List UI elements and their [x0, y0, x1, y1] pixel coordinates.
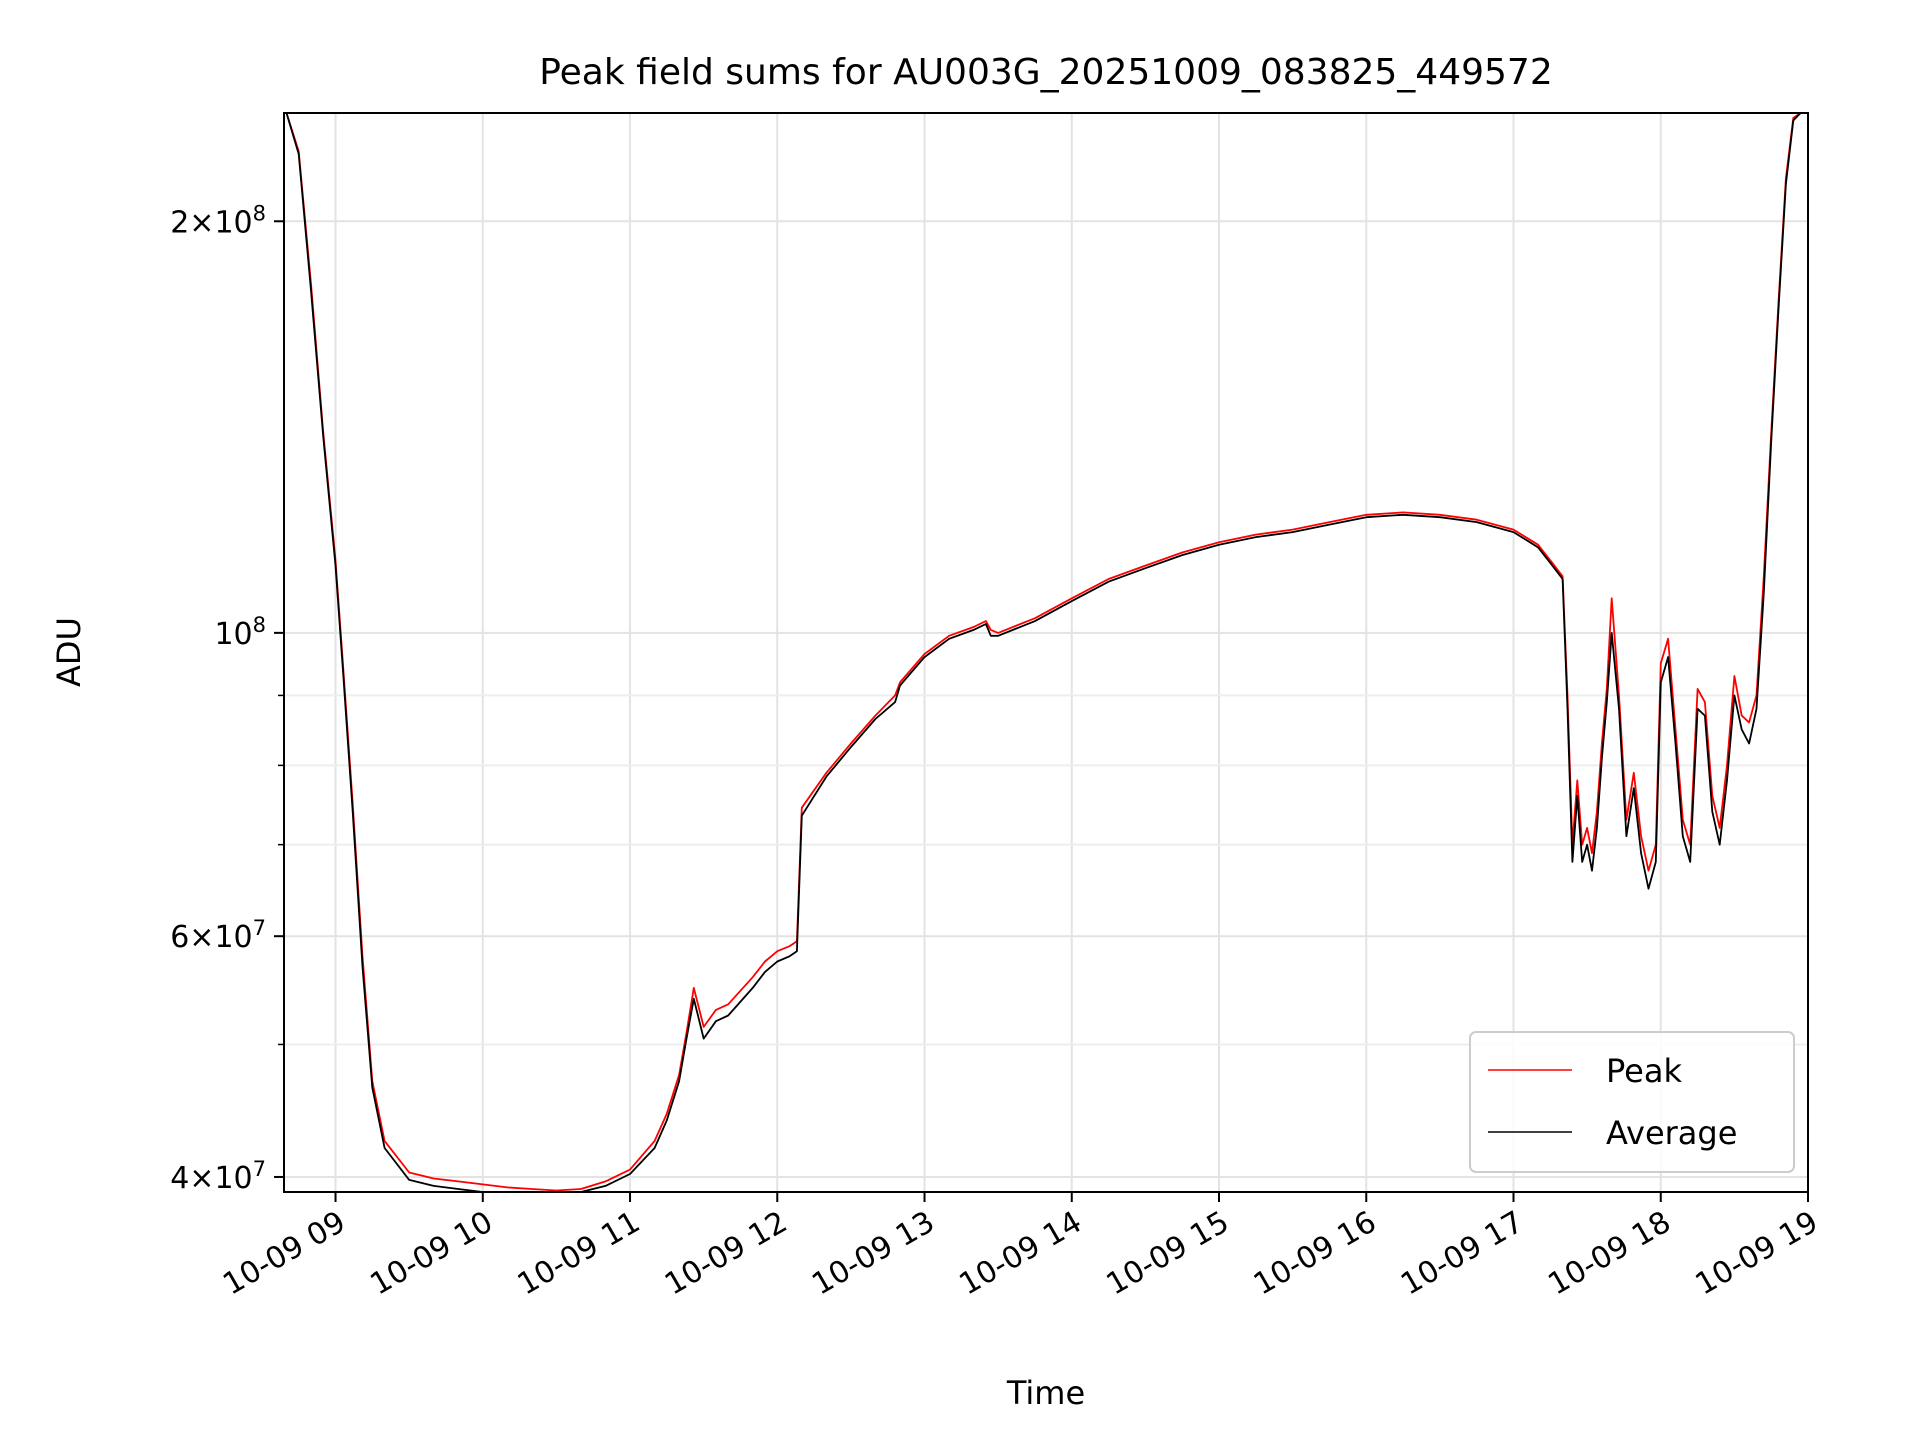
y-tick-label: 108	[214, 613, 266, 652]
y-tick-base: 10	[214, 920, 252, 955]
legend-average-label: Average	[1606, 1114, 1737, 1152]
series-line-peak	[285, 113, 1802, 1192]
y-tick-times: ×	[189, 920, 214, 955]
x-axis-label: Time	[1006, 1374, 1085, 1412]
y-tick-exponent: 7	[253, 1157, 266, 1181]
y-tick-label: 6×107	[170, 916, 266, 955]
y-tick-exponent: 8	[253, 613, 266, 637]
y-tick-times: ×	[189, 205, 214, 240]
y-tick-times: ×	[189, 1161, 214, 1196]
chart-title: Peak field sums for AU003G_20251009_0838…	[539, 52, 1553, 93]
series-layer	[285, 113, 1802, 1192]
y-tick-base: 10	[214, 617, 252, 652]
plot-frame	[283, 112, 1809, 1193]
y-tick-base: 10	[214, 205, 252, 240]
y-tick-label: 4×107	[170, 1157, 266, 1196]
y-tick-base: 10	[214, 1161, 252, 1196]
y-tick-label: 2×108	[170, 201, 266, 240]
legend: Peak Average	[1469, 1031, 1795, 1173]
y-tick-mantissa: 4	[170, 1161, 189, 1196]
y-tick-exponent: 8	[253, 201, 266, 225]
legend-peak-label: Peak	[1606, 1052, 1682, 1090]
y-axis-label: ADU	[50, 617, 88, 687]
legend-box	[1469, 1031, 1795, 1173]
y-tick-mantissa: 2	[170, 205, 189, 240]
y-tick-mantissa: 6	[170, 920, 189, 955]
series-line-average	[285, 113, 1802, 1192]
y-tick-exponent: 7	[253, 916, 266, 940]
